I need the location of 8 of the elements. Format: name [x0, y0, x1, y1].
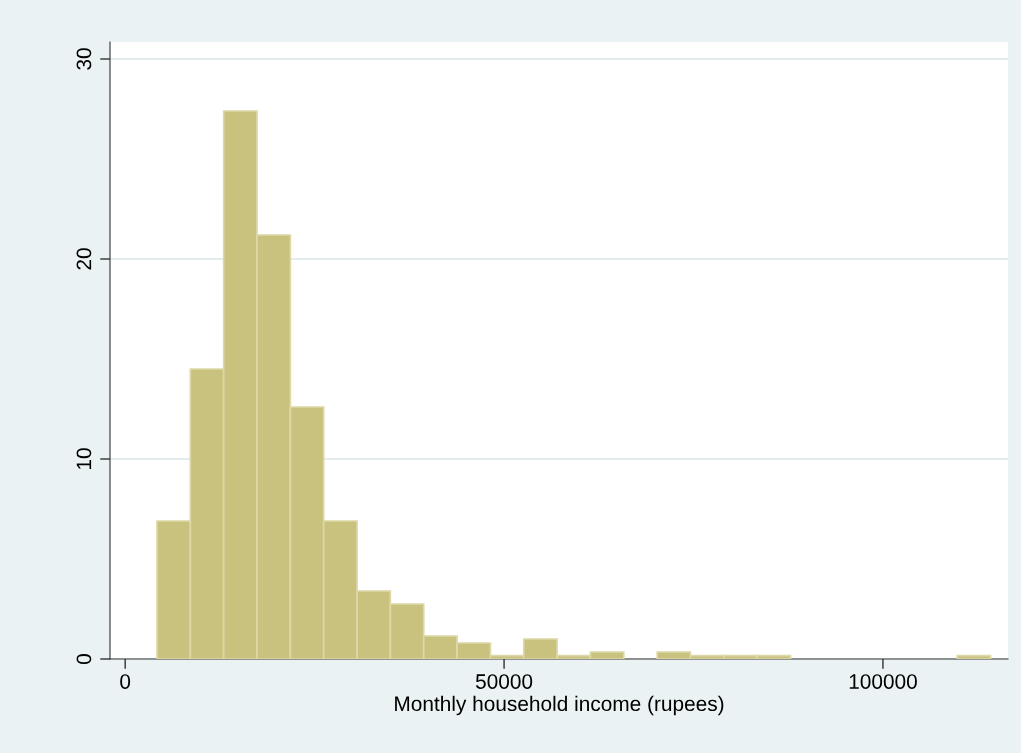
y-tick-label: 10	[76, 448, 92, 469]
y-tick-label: 20	[76, 248, 92, 270]
x-tick-label: 0	[120, 674, 131, 689]
y-tick-label: 0	[76, 654, 92, 664]
x-tick-label: 50000	[475, 674, 533, 689]
x-tick-label: 100000	[849, 674, 917, 689]
y-tick-label: 30	[76, 48, 92, 70]
x-axis-title: Monthly household income (rupees)	[395, 695, 724, 716]
